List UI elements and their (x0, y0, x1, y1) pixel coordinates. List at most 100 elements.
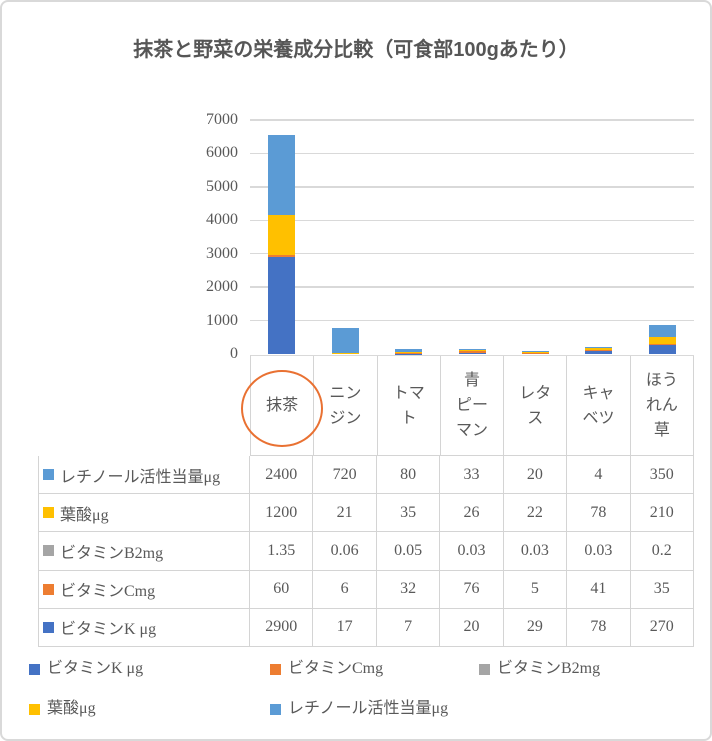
series-swatch-icon (43, 507, 54, 519)
table-cell-value: 1200 (250, 494, 314, 532)
legend-item: レチノール活性当量μg (270, 699, 448, 719)
data-table: レチノール活性当量μg 2400 720 80 33 20 4 350 葉酸μg 1200 21 35… (38, 456, 694, 647)
table-cell-value: 35 (377, 494, 441, 532)
legend-swatch-icon (270, 663, 281, 675)
table-cell-value: 78 (567, 494, 631, 532)
table-cell-value: 2900 (250, 608, 314, 646)
table-row-label: ビタミンCmg (39, 570, 250, 608)
table-cell-value: 26 (440, 494, 504, 532)
category-label-3: トマ ト (377, 356, 441, 456)
table-cell-value: 1.35 (250, 532, 314, 570)
table-row: ビタミンK μg 2900 17 7 20 29 78 270 (39, 608, 694, 647)
bar-segment-5 (521, 351, 549, 353)
table-cell-value: 41 (567, 570, 631, 608)
table-cell-value: 32 (377, 570, 441, 608)
gridline (250, 286, 694, 288)
legend-label: 葉酸μg (47, 700, 96, 717)
bar-segment-6 (585, 347, 613, 351)
y-axis-tick-label: 3000 (206, 244, 238, 262)
bar-segment-6 (585, 350, 613, 352)
table-cell-value: 0.06 (313, 532, 377, 570)
legend-label: ビタミンCmg (288, 660, 384, 677)
y-axis-tick-label: 2000 (206, 278, 238, 296)
table-row-label: レチノール活性当量μg (39, 456, 250, 494)
series-swatch-icon (43, 621, 54, 633)
legend-item: 葉酸μg (29, 699, 96, 719)
series-name: レチノール活性当量μg (60, 468, 221, 486)
table-row-label: ビタミンK μg (39, 608, 250, 646)
bar-segment-4 (458, 350, 486, 354)
bar-segment-2 (331, 328, 359, 353)
table-cell-value: 0.03 (440, 532, 504, 570)
legend-swatch-icon (29, 663, 40, 675)
category-label-2: ニン ジン (314, 356, 378, 456)
chart-title: 抹茶と野菜の栄養成分比較（可食部100gあたり） (133, 39, 579, 61)
category-label-7: ほう れん 草 (630, 356, 694, 456)
table-cell-value: 29 (504, 608, 568, 646)
y-axis-tick-label: 6000 (206, 144, 238, 162)
gridline (250, 186, 694, 188)
bar-segment-6 (585, 351, 613, 354)
table-cell-value: 720 (313, 456, 377, 494)
table-cell-value: 20 (440, 608, 504, 646)
bar-segment-3 (395, 352, 423, 354)
series-name: ビタミンB2mg (60, 544, 164, 562)
bar-segment-5 (521, 353, 549, 354)
table-cell-value: 350 (631, 456, 694, 494)
series-swatch-icon (43, 469, 54, 481)
table-cell-value: 6 (313, 570, 377, 608)
bar-segment-2 (331, 353, 359, 354)
table-row: ビタミンCmg 60 6 32 76 5 41 35 (39, 570, 694, 609)
table-cell-value: 0.03 (567, 532, 631, 570)
bar-segment-4 (458, 353, 486, 354)
table-cell-value: 80 (377, 456, 441, 494)
series-swatch-icon (43, 545, 54, 557)
bar-segment-7 (648, 336, 676, 344)
y-axis-tick-label: 7000 (206, 111, 238, 128)
table-cell-value: 21 (313, 494, 377, 532)
gridline (250, 253, 694, 255)
category-label-6: キャ ベツ (567, 356, 631, 456)
table-row: ビタミンB2mg 1.35 0.06 0.05 0.03 0.03 0.03 0.2 (39, 532, 694, 571)
series-swatch-icon (43, 583, 54, 595)
table-row-label: ビタミンB2mg (39, 532, 250, 570)
bar-segment-7 (648, 343, 676, 345)
y-axis-tick-label: 0 (230, 345, 238, 362)
legend-swatch-icon (270, 703, 281, 715)
bar-segment-7 (648, 325, 676, 337)
table-cell-value: 22 (504, 494, 568, 532)
table-cell-value: 4 (567, 456, 631, 494)
table-cell-value: 35 (631, 570, 694, 608)
table-row: 葉酸μg 1200 21 35 26 22 78 210 (39, 494, 694, 533)
table-cell-value: 210 (631, 494, 694, 532)
table-cell-value: 2400 (250, 456, 314, 494)
table-cell-value: 78 (567, 608, 631, 646)
bar-segment-4 (458, 349, 486, 351)
table-cell-value: 270 (631, 608, 694, 646)
bar-segment-1 (268, 134, 296, 215)
matcha-highlight-ellipse (241, 370, 323, 447)
series-name: ビタミンCmg (60, 583, 156, 601)
legend-label: ビタミンB2mg (497, 660, 601, 677)
legend-swatch-icon (29, 703, 40, 715)
bar-segment-3 (395, 348, 423, 352)
legend-item: ビタミンCmg (270, 659, 383, 679)
gridline (250, 119, 694, 121)
gridline (250, 152, 694, 155)
bar-segment-4 (458, 348, 486, 350)
category-label-4: 青 ピー マン (440, 356, 505, 456)
table-cell-value: 0.03 (504, 532, 568, 570)
legend-label: レチノール活性当量μg (288, 700, 449, 717)
table-cell-value: 60 (250, 570, 314, 608)
bar-segment-1 (268, 255, 296, 258)
bar-segment-1 (268, 257, 296, 354)
y-axis-tick-label: 5000 (206, 177, 238, 195)
legend-item: ビタミンB2mg (479, 659, 600, 679)
legend-item: ビタミンK μg (29, 659, 143, 679)
table-row-label: 葉酸μg (39, 494, 250, 532)
category-label-5: レタ ス (504, 356, 568, 456)
table-cell-value: 0.05 (377, 532, 441, 570)
bar-segment-5 (521, 352, 549, 353)
bar-segment-2 (331, 352, 359, 354)
